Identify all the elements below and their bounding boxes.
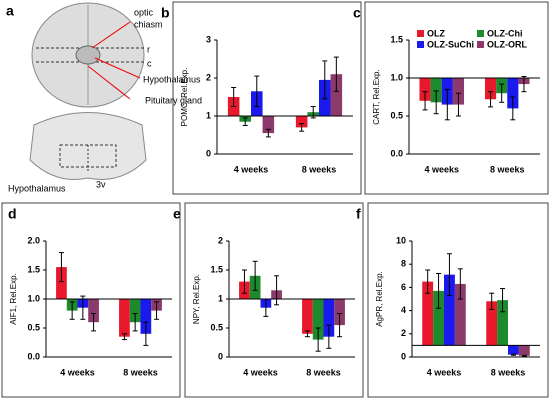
legend-label: OLZ <box>427 28 445 38</box>
label: c <box>147 58 152 68</box>
bar <box>334 299 345 326</box>
y-tick-label: 2.0 <box>27 235 40 245</box>
panel-frame <box>172 1 362 195</box>
bar <box>56 267 67 299</box>
legend-swatch <box>417 41 424 48</box>
label: optic <box>134 7 154 17</box>
legend-label: OLZ-Chi <box>487 28 523 38</box>
x-tick-label: 4 weeks <box>243 367 278 377</box>
y-axis-label: CART, Rel.Exp. <box>372 69 381 124</box>
y-tick-label: 1.5 <box>210 264 223 274</box>
y-tick-label: 4 <box>401 305 406 315</box>
bar <box>518 345 530 356</box>
panel-letter: e <box>173 206 181 222</box>
y-tick-label: 1.5 <box>390 34 403 44</box>
bar <box>312 299 324 340</box>
y-tick-label: 2 <box>206 72 211 82</box>
y-tick-label: 0.5 <box>390 110 403 120</box>
panel-letter: b <box>161 5 170 21</box>
y-tick-label: 1.5 <box>27 264 40 274</box>
label: Pituitary gland <box>145 95 202 105</box>
x-tick-label: 8 weeks <box>490 164 525 174</box>
y-tick-label: 0.0 <box>390 148 403 158</box>
legend-swatch <box>477 30 484 37</box>
y-tick-label: 10 <box>396 235 406 245</box>
x-tick-label: 4 weeks <box>234 164 269 174</box>
y-axis-label: AgPR, Rel.Exp. <box>375 271 384 327</box>
bar <box>88 299 99 323</box>
y-tick-label: 0.0 <box>27 351 40 361</box>
panel-letter: a <box>6 3 14 19</box>
x-tick-label: 8 weeks <box>302 164 337 174</box>
y-tick-label: 0.5 <box>210 322 223 332</box>
y-tick-label: 1.0 <box>27 293 40 303</box>
bar <box>452 78 465 105</box>
pointer <box>87 65 131 100</box>
y-tick-label: 0 <box>401 351 406 361</box>
panel-letter: f <box>356 206 361 222</box>
y-tick-label: 0 <box>206 148 211 158</box>
y-tick-label: 8 <box>401 259 406 269</box>
y-tick-label: 2 <box>218 235 223 245</box>
bar <box>444 274 455 346</box>
x-tick-label: 8 weeks <box>491 367 526 377</box>
panel-letter: c <box>353 5 361 21</box>
panel-frame <box>367 202 549 398</box>
bar <box>140 299 152 334</box>
bar <box>295 116 308 128</box>
y-tick-label: 3 <box>206 34 211 44</box>
y-axis-label: NPY, Rel.Exp. <box>192 274 201 324</box>
bar <box>119 299 130 337</box>
x-tick-label: 4 weeks <box>427 367 462 377</box>
bar <box>433 290 444 346</box>
bar <box>419 78 431 101</box>
y-tick-label: 1 <box>206 110 211 120</box>
bar <box>484 78 497 100</box>
bar <box>422 281 434 346</box>
x-tick-label: 8 weeks <box>123 367 158 377</box>
y-tick-label: 6 <box>401 282 406 292</box>
bar <box>508 345 519 355</box>
bar <box>454 283 466 346</box>
panel-frame <box>1 202 181 398</box>
hypothalamus-region <box>75 45 101 65</box>
pointer <box>94 57 141 79</box>
label: Hypothalamus <box>143 74 201 84</box>
bar <box>262 116 275 134</box>
y-tick-label: 2 <box>401 328 406 338</box>
x-tick-label: 4 weeks <box>60 367 95 377</box>
x-tick-label: 4 weeks <box>424 164 459 174</box>
bar <box>486 301 498 346</box>
y-axis-label: POMC, Rel.Exp. <box>180 68 189 127</box>
bar <box>302 299 313 334</box>
label: Hypothalamus <box>8 183 66 193</box>
y-tick-label: 0.5 <box>27 322 40 332</box>
x-tick-label: 8 weeks <box>306 367 341 377</box>
bar <box>323 299 335 337</box>
panel-frame <box>364 1 549 195</box>
label: chiasm <box>134 19 163 29</box>
y-tick-label: 0 <box>218 351 223 361</box>
bar <box>129 299 141 323</box>
legend-swatch <box>477 41 484 48</box>
label: r <box>147 44 150 54</box>
label: 3v <box>96 179 106 189</box>
panel-frame <box>184 202 364 398</box>
legend-label: OLZ-SuChi <box>427 39 474 49</box>
bar <box>497 300 508 346</box>
y-tick-label: 1.0 <box>390 72 403 82</box>
y-axis-label: AIF1, Rel.Exp. <box>9 273 18 325</box>
legend-swatch <box>417 30 424 37</box>
bar <box>330 74 343 116</box>
legend-label: OLZ-ORL <box>487 39 527 49</box>
bar <box>430 78 442 103</box>
bar <box>507 78 519 109</box>
brain-diagram: a optic chiasm r c Hypothalamus Pituitar… <box>6 2 202 193</box>
panel-letter: d <box>8 206 17 222</box>
pointer <box>91 21 131 49</box>
y-tick-label: 1 <box>218 293 223 303</box>
